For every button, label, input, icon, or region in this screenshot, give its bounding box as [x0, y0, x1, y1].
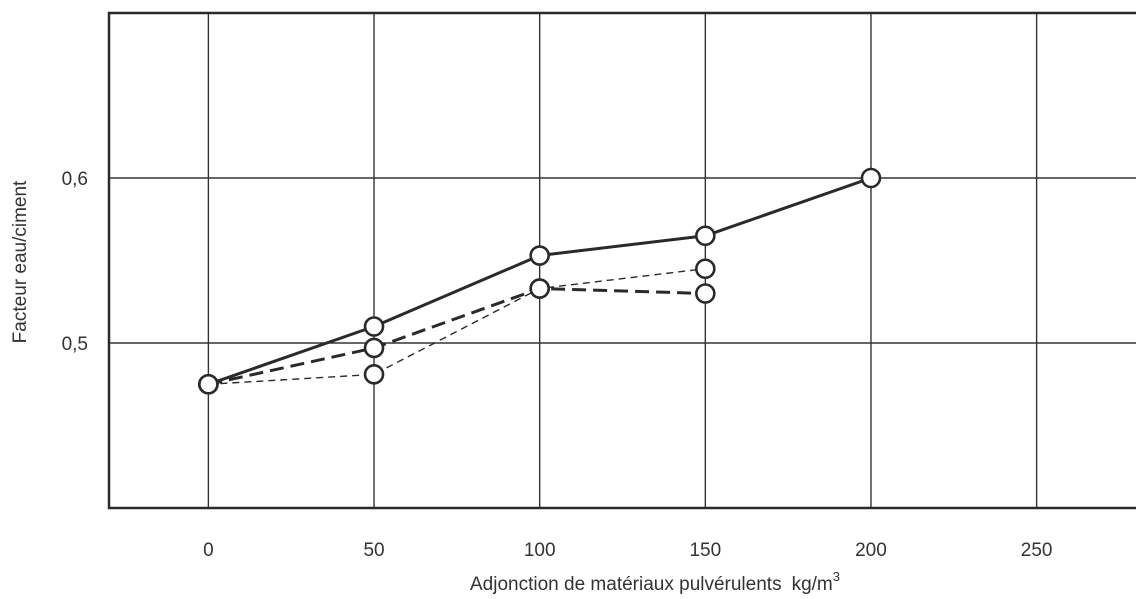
y-tick-label: 0,6 — [62, 169, 88, 190]
grid — [109, 13, 1136, 508]
data-point — [363, 337, 385, 359]
y-axis-title: Facteur eau/ciment — [10, 180, 31, 343]
data-point — [695, 225, 716, 247]
data-point — [363, 316, 385, 337]
x-tick-label: 150 — [689, 540, 721, 561]
x-tick-label: 250 — [1021, 540, 1053, 561]
series-line-2 — [208, 287, 706, 386]
series-line-3 — [208, 268, 706, 385]
x-axis-unit-exponent: 3 — [833, 569, 840, 584]
marker-group — [198, 167, 882, 395]
data-point — [695, 283, 716, 304]
x-axis-label-text: Adjonction de matériaux pulvérulents — [470, 574, 782, 595]
data-point — [529, 278, 550, 299]
data-point — [529, 245, 550, 266]
x-tick-label: 100 — [524, 540, 556, 561]
plot-frame — [107, 11, 1136, 510]
data-point — [198, 373, 219, 395]
data-point — [860, 167, 882, 189]
y-tick-label: 0,5 — [62, 334, 88, 355]
tick-labels: 0 50 100 150 200 250 0,5 0,6 — [62, 169, 1053, 561]
x-tick-label: 0 — [203, 540, 214, 561]
data-point — [695, 258, 716, 280]
x-axis-title: Adjonction de matériaux pulvérulents kg/m… — [470, 569, 840, 595]
x-tick-label: 50 — [363, 540, 384, 561]
data-point — [363, 364, 385, 385]
x-tick-label: 200 — [855, 540, 887, 561]
x-axis-unit: kg/m — [792, 574, 833, 595]
